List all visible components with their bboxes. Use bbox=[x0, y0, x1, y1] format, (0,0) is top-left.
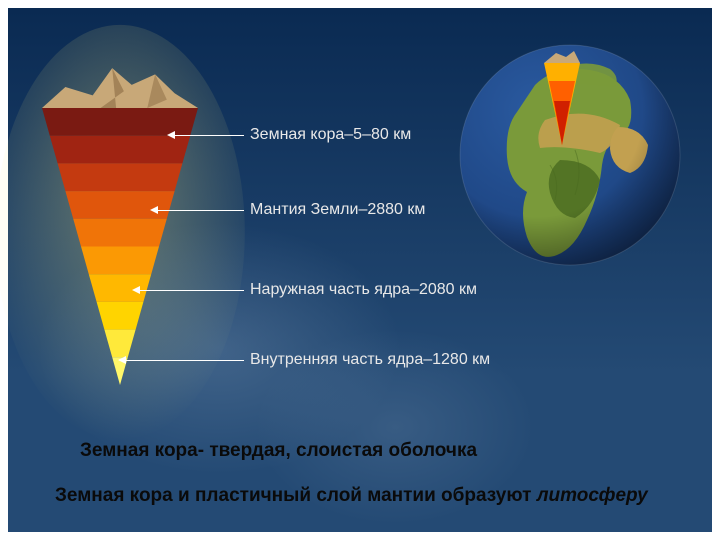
leader-arrowhead-0 bbox=[167, 131, 175, 139]
leader-line-1 bbox=[158, 210, 244, 211]
leader-arrowhead-1 bbox=[150, 206, 158, 214]
caption-lithosphere: Земная кора и пластичный слой мантии обр… bbox=[0, 485, 720, 507]
caption-crust-solid: Земная кора- твердая, слоистая оболочка bbox=[0, 440, 720, 462]
leader-line-0 bbox=[175, 135, 244, 136]
layer-label-0: Земная кора–5–80 км bbox=[250, 126, 411, 144]
leader-arrowhead-3 bbox=[118, 356, 126, 364]
layer-label-2: Наружная часть ядра–2080 км bbox=[250, 281, 477, 299]
layer-label-1: Мантия Земли–2880 км bbox=[250, 201, 425, 219]
layer-label-3: Внутренняя часть ядра–1280 км bbox=[250, 351, 490, 369]
caption-lithosphere-term: литосферу bbox=[537, 485, 648, 506]
leader-arrowhead-2 bbox=[132, 286, 140, 294]
leader-line-3 bbox=[126, 360, 244, 361]
leader-line-2 bbox=[140, 290, 244, 291]
caption-lithosphere-prefix: Земная кора и пластичный слой мантии обр… bbox=[55, 485, 537, 506]
